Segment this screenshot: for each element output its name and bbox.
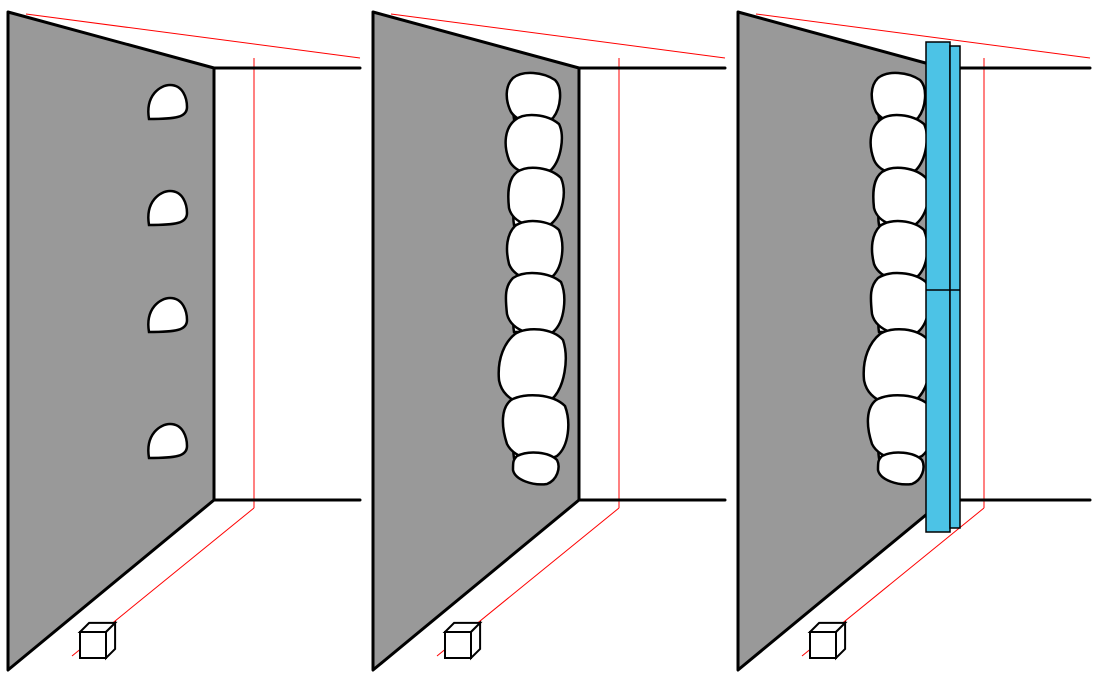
window-frame-jamb	[950, 46, 960, 528]
panel	[373, 12, 725, 670]
scale-cube-front	[445, 632, 471, 658]
rubble-stone	[868, 395, 933, 460]
rubble-stone	[507, 221, 562, 280]
rubble-stone	[871, 115, 927, 174]
rubble-stone	[513, 453, 559, 485]
rubble-stone	[871, 273, 929, 334]
rubble-stone	[506, 115, 562, 174]
rubble-stone	[499, 329, 566, 404]
scale-cube-front	[810, 632, 836, 658]
panel	[8, 12, 360, 670]
rubble-stone	[508, 168, 563, 227]
rubble-stone	[873, 168, 928, 227]
window-frame-main	[926, 42, 950, 532]
diagram-scene	[0, 0, 1096, 696]
rubble-stone	[506, 273, 564, 334]
rubble-stone	[864, 329, 931, 404]
rubble-stone	[872, 221, 927, 280]
panel	[738, 12, 1090, 670]
rubble-stone	[503, 395, 568, 460]
scale-cube-front	[80, 632, 106, 658]
rubble-stone	[878, 453, 924, 485]
